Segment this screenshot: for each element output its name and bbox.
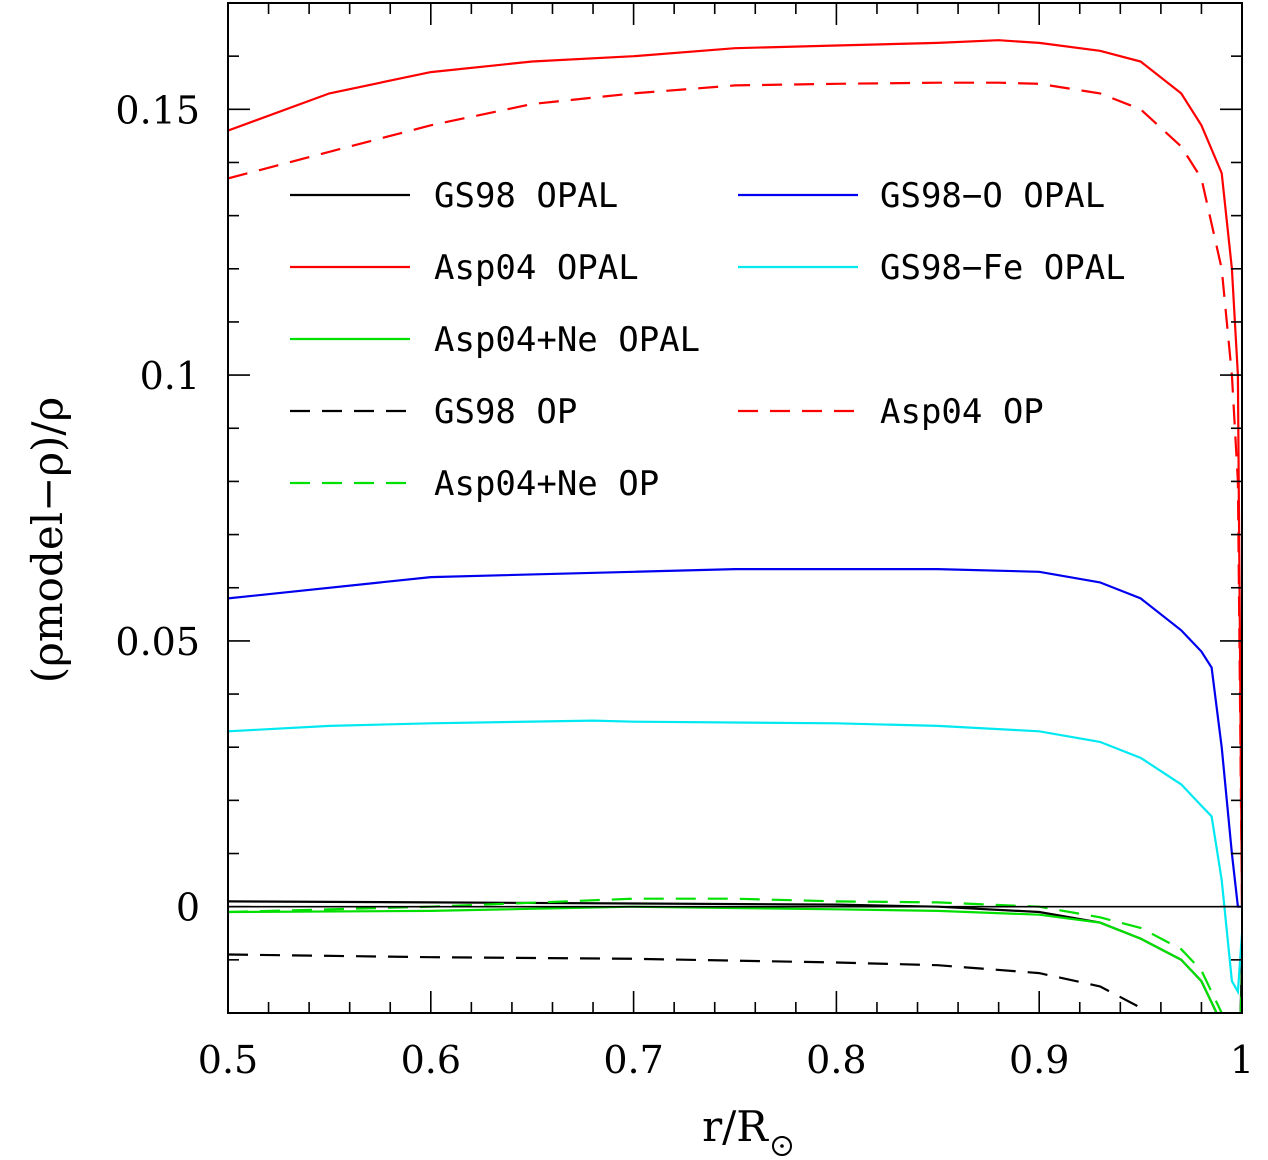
legend-label-gs98-op: GS98 OP xyxy=(434,392,577,432)
series-line-asp04-op xyxy=(228,81,1242,907)
tick-layer: 0.5 0.6 0.7 0.8 0.9 1 0 0.05 0.1 0.15 xyxy=(115,2,1254,1082)
series-line-gs98-fe-opal xyxy=(228,719,1242,996)
sun-symbol-icon xyxy=(772,1136,792,1156)
series-layer xyxy=(228,39,1242,1013)
x-axis-label: r/R xyxy=(702,1102,769,1151)
legend-label-gs98-fe-opal: GS98−Fe OPAL xyxy=(880,248,1126,288)
legend-label-asp04-ne-opal: Asp04+Ne OPAL xyxy=(434,320,700,360)
series-line-gs98-o-opal xyxy=(228,568,1242,908)
y-tick-label: 0.1 xyxy=(140,354,200,398)
legend-label-gs98-o-opal: GS98−O OPAL xyxy=(880,176,1105,216)
y-tick-label: 0.15 xyxy=(115,88,200,132)
legend-label-gs98-opal: GS98 OPAL xyxy=(434,176,618,216)
legend-label-asp04-op: Asp04 OP xyxy=(880,392,1044,432)
x-tick-label: 0.8 xyxy=(806,1038,866,1082)
series-line-asp04-opal xyxy=(228,39,1242,907)
series-line-asp04-ne-op xyxy=(228,897,1242,1013)
plot-frame xyxy=(227,2,1243,1014)
series-line-gs98-opal xyxy=(228,900,1242,1013)
y-axis-label: (ρmodel−ρ)/ρ xyxy=(23,397,72,683)
series-line-gs98-op xyxy=(228,953,1150,1013)
legend-label-asp04-ne-op: Asp04+Ne OP xyxy=(434,464,659,504)
legend-label-asp04-opal: Asp04 OPAL xyxy=(434,248,639,288)
x-tick-label: 0.6 xyxy=(401,1038,461,1082)
x-tick-label: 1 xyxy=(1230,1038,1254,1082)
y-tick-label: 0 xyxy=(176,886,200,930)
x-tick-label: 0.9 xyxy=(1009,1038,1069,1082)
x-tick-label: 0.7 xyxy=(603,1038,663,1082)
x-axis-title: r/R xyxy=(702,1102,792,1156)
legend: GS98 OPAL GS98−O OPAL Asp04 OPAL GS98−Fe OP… xyxy=(290,176,1126,504)
x-tick-label: 0.5 xyxy=(198,1038,258,1082)
y-tick-label: 0.05 xyxy=(115,620,200,664)
series-line-asp04-ne-opal xyxy=(228,905,1242,1013)
sun-symbol-dot-icon xyxy=(780,1144,784,1148)
y-axis-title: (ρmodel−ρ)/ρ xyxy=(23,397,72,683)
